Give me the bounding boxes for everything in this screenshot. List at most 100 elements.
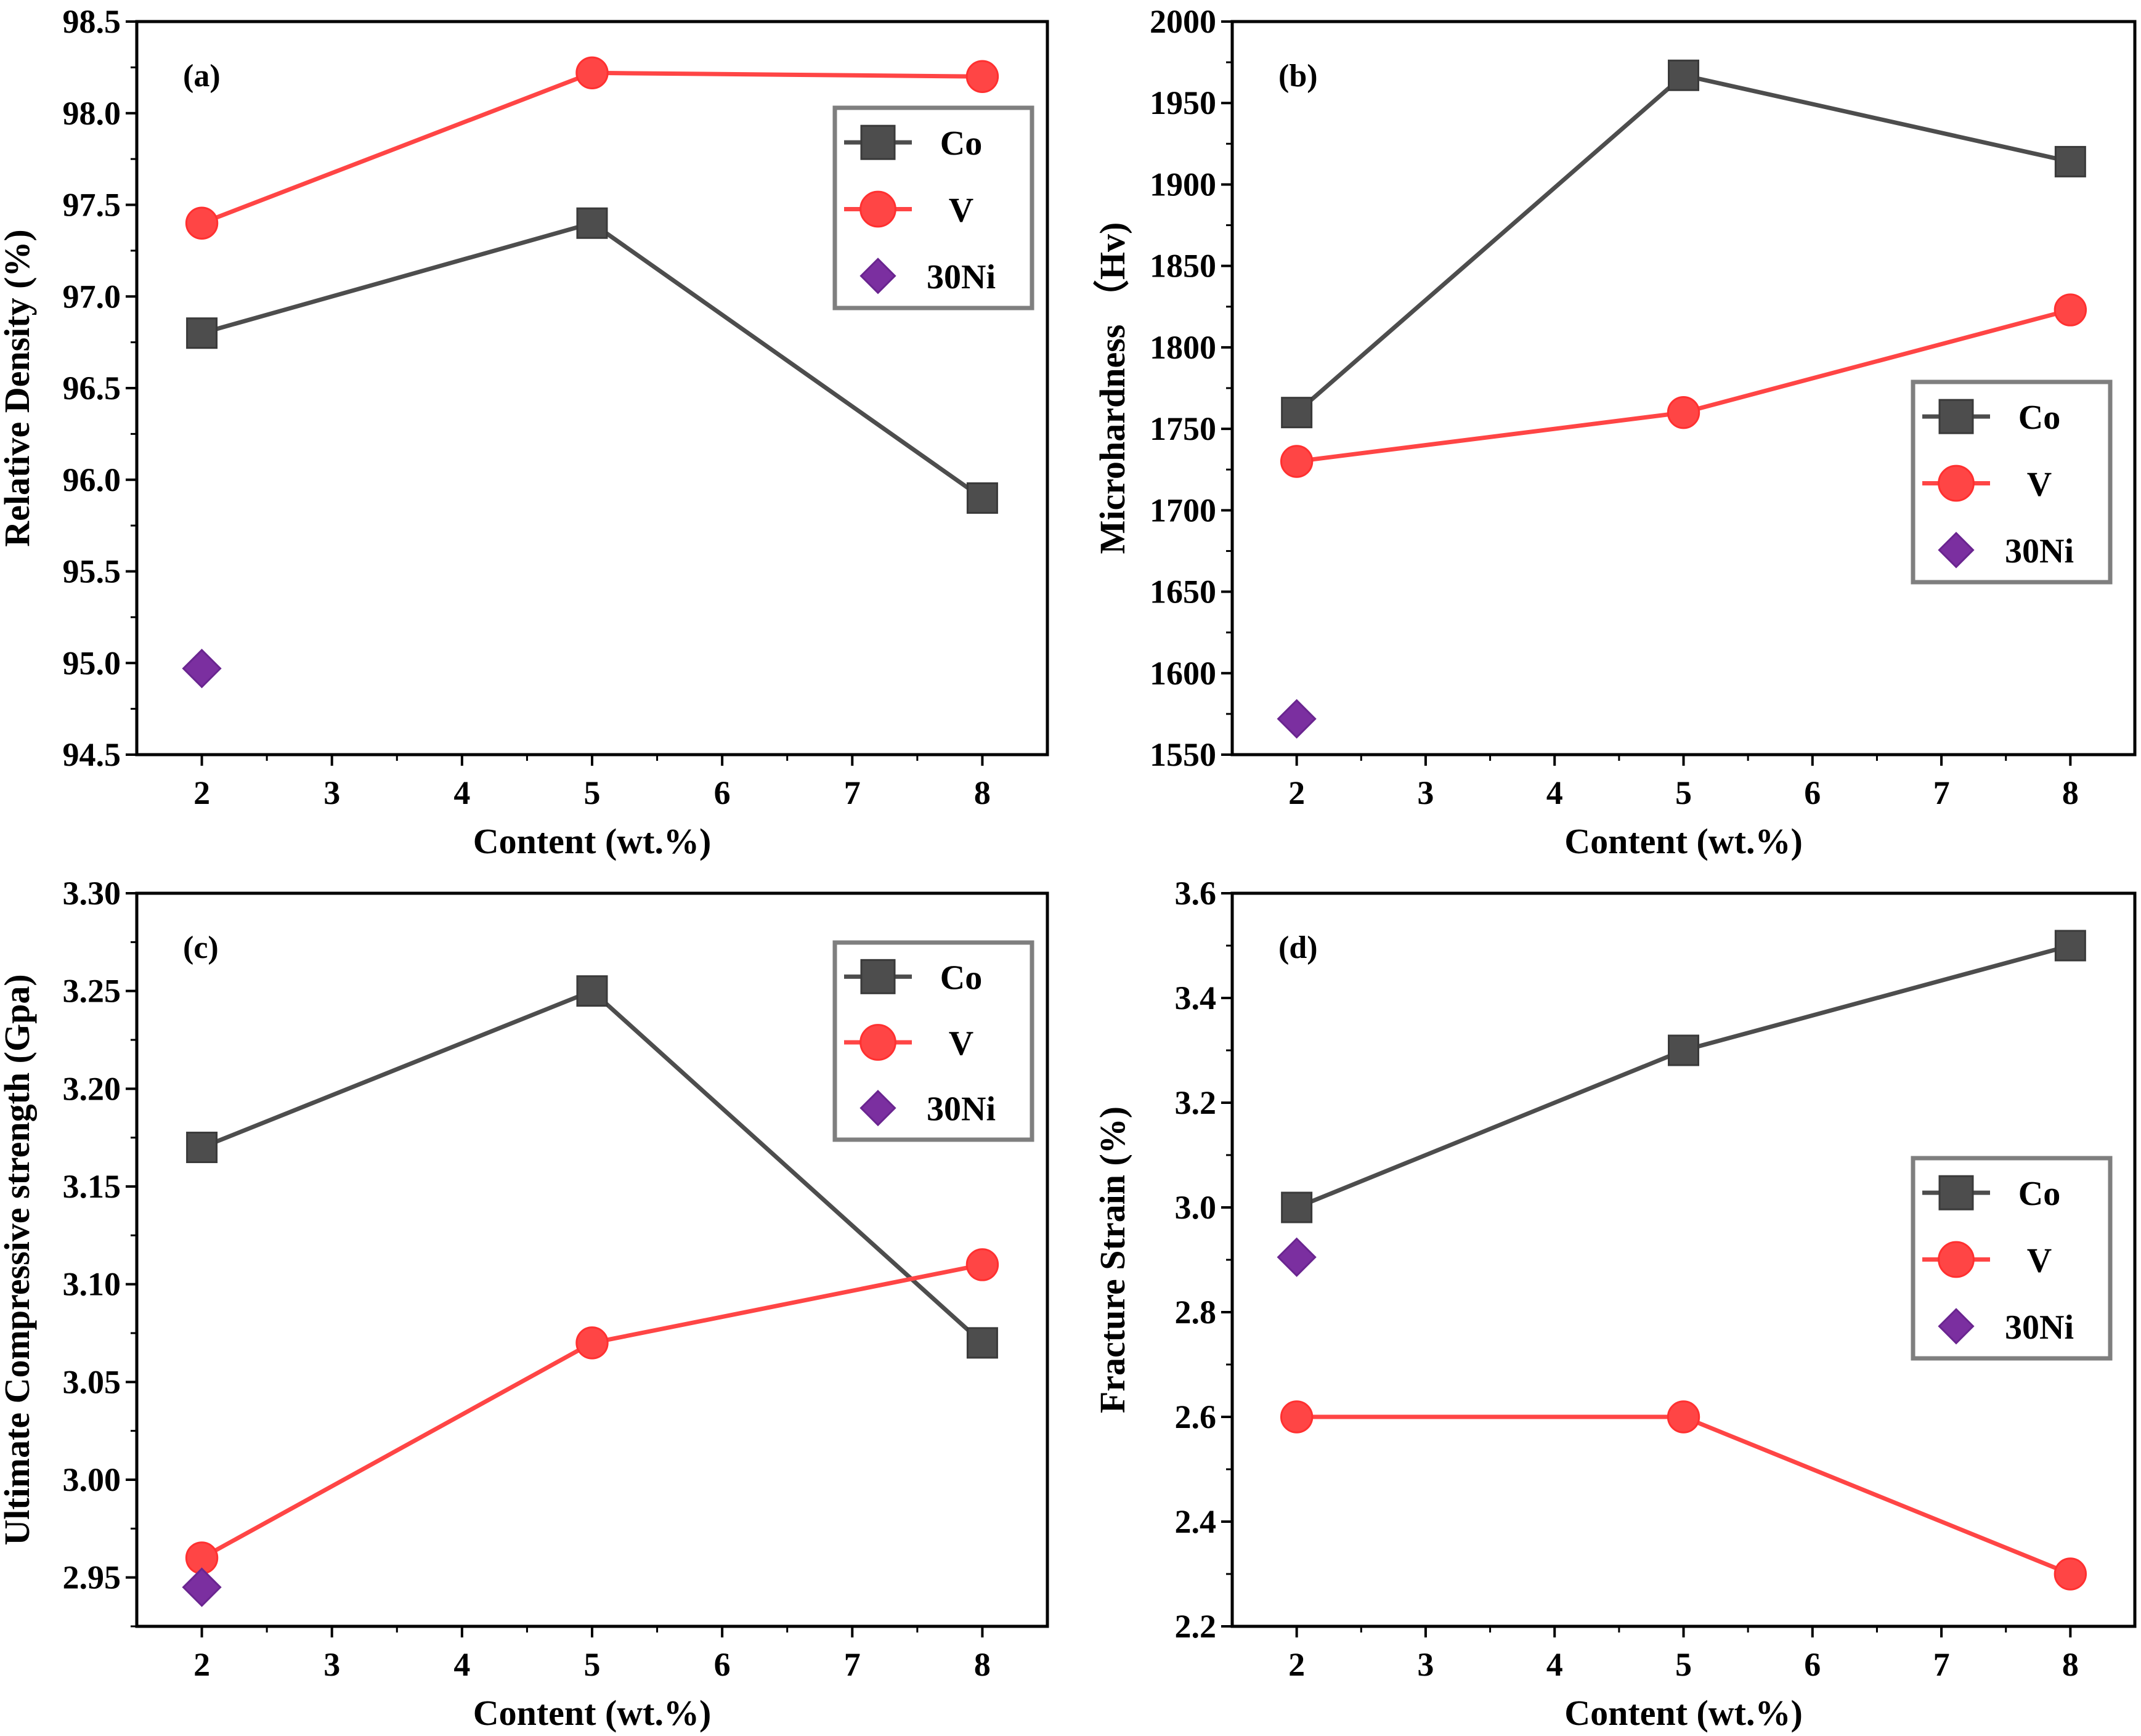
- x-tick-label: 4: [453, 774, 470, 811]
- legend-label: V: [949, 1024, 973, 1063]
- legend-marker: [859, 190, 896, 228]
- y-tick-label: 1650: [1150, 574, 1216, 610]
- legend-item-v: V: [844, 1024, 973, 1063]
- legend-item-v: V: [1922, 464, 2052, 504]
- series-30ni: [1277, 1237, 1317, 1277]
- series-co: [1281, 59, 2086, 429]
- legend-item-co: Co: [844, 124, 982, 163]
- y-axis-title: Microhardness （Hv): [1092, 222, 1132, 554]
- data-point: [1668, 1034, 1699, 1066]
- y-tick-label: 2.95: [63, 1559, 121, 1596]
- x-tick-label: 8: [974, 774, 991, 811]
- panel-label: (d): [1278, 930, 1318, 965]
- legend-marker: [1938, 532, 1975, 569]
- y-tick-label: 1800: [1150, 329, 1216, 366]
- x-tick-label: 2: [1288, 1646, 1305, 1683]
- x-tick-label: 2: [193, 1646, 210, 1683]
- y-tick-label: 3.0: [1175, 1189, 1217, 1226]
- legend-label: V: [2027, 1242, 2052, 1280]
- legend-item-v: V: [844, 190, 973, 230]
- y-tick-label: 3.10: [63, 1266, 121, 1303]
- y-tick-label: 3.6: [1175, 875, 1217, 912]
- chart-panel-a: 2 3 4 5 6 7 8 94.5 95.0 95.5 96.0 96.5 97.0 97.5 98.0 9…: [0, 3, 1049, 861]
- data-point: [966, 1327, 998, 1359]
- series-30ni: [182, 1567, 222, 1607]
- y-tick-label: 2.2: [1175, 1608, 1217, 1645]
- x-tick-label: 2: [1288, 774, 1305, 811]
- data-point: [1280, 445, 1314, 478]
- legend: Co V 30Ni: [1911, 1156, 2113, 1361]
- legend-item-co: Co: [1922, 399, 2060, 437]
- data-point: [965, 1248, 999, 1281]
- data-point: [1277, 1237, 1317, 1277]
- data-point: [185, 206, 219, 240]
- x-tick-label: 3: [1417, 774, 1434, 811]
- y-tick-label: 2.8: [1175, 1294, 1217, 1331]
- y-tick-label: 3.30: [63, 875, 121, 912]
- x-tick-label: 6: [1804, 774, 1821, 811]
- data-point: [1281, 1191, 1313, 1223]
- data-point: [186, 317, 218, 349]
- x-tick-label: 6: [714, 1646, 731, 1683]
- data-point: [576, 975, 608, 1007]
- y-tick-label: 1700: [1150, 492, 1216, 529]
- x-tick-label: 8: [974, 1646, 991, 1683]
- data-point: [182, 1567, 222, 1607]
- data-point: [182, 649, 222, 689]
- y-tick-label: 98.5: [63, 3, 121, 40]
- legend-marker: [860, 124, 896, 160]
- x-tick-label: 7: [1933, 1646, 1950, 1683]
- legend-item-co: Co: [844, 959, 982, 997]
- y-axis-title: Fracture Strain (%): [1092, 1106, 1132, 1413]
- series-line: [1296, 1414, 2071, 1576]
- chart-panel-b: 2 3 4 5 6 7 8 1550 1600 1650 1700 1750 1800 1850 1900 1…: [1092, 3, 2137, 861]
- y-tick-label: 3.05: [63, 1363, 121, 1400]
- y-tick-label: 3.2: [1175, 1084, 1217, 1121]
- panel-label: (a): [183, 59, 221, 94]
- data-point: [1281, 397, 1313, 429]
- x-axis-title: Content (wt.%): [473, 1693, 712, 1733]
- series-line: [200, 1262, 983, 1560]
- chart-panel-d: 2 3 4 5 6 7 8 2.2 2.4 2.6 2.8 3.0 3.2 3.4 3.6 Content (…: [1092, 875, 2137, 1733]
- x-tick-label: 5: [1675, 1646, 1692, 1683]
- y-tick-label: 1900: [1150, 166, 1216, 203]
- legend-marker: [859, 1090, 896, 1127]
- panel-label: (c): [183, 930, 219, 965]
- y-tick-label: 3.20: [63, 1070, 121, 1107]
- data-point: [1667, 395, 1700, 429]
- y-tick-label: 98.0: [63, 95, 121, 132]
- legend-label: V: [949, 192, 973, 230]
- legend-label: 30Ni: [2005, 1308, 2074, 1347]
- y-tick-label: 95.0: [63, 644, 121, 681]
- data-point: [186, 1132, 218, 1164]
- legend-label: Co: [2018, 399, 2060, 437]
- x-tick-label: 7: [1933, 774, 1950, 811]
- y-tick-label: 1550: [1150, 736, 1216, 773]
- legend-marker: [859, 258, 896, 294]
- x-tick-label: 8: [2062, 1646, 2079, 1683]
- series-v: [185, 1248, 999, 1575]
- x-tick-label: 6: [1804, 1646, 1821, 1683]
- y-tick-label: 3.4: [1175, 980, 1217, 1016]
- panel-label: (b): [1278, 59, 1318, 94]
- x-tick-label: 5: [584, 774, 601, 811]
- y-tick-label: 1850: [1150, 248, 1216, 285]
- legend-item-30ni: 30Ni: [859, 258, 996, 296]
- legend-marker: [1938, 464, 1975, 502]
- legend-marker: [1938, 399, 1974, 434]
- series-30ni: [1277, 699, 1317, 739]
- series-co: [186, 975, 998, 1359]
- x-tick-label: 7: [844, 774, 861, 811]
- series-v: [1280, 1400, 2087, 1591]
- y-tick-label: 94.5: [63, 736, 121, 773]
- y-tick-label: 1600: [1150, 655, 1216, 692]
- legend-marker: [1938, 1241, 1975, 1278]
- y-tick-label: 2000: [1150, 3, 1216, 40]
- legend-label: Co: [2018, 1175, 2060, 1213]
- data-point: [2054, 145, 2086, 177]
- y-tick-label: 3.15: [63, 1168, 121, 1205]
- y-tick-label: 3.00: [63, 1461, 121, 1498]
- series-30ni: [182, 649, 222, 689]
- y-axis-title: Relative Density (%): [0, 229, 37, 546]
- x-tick-label: 3: [323, 774, 340, 811]
